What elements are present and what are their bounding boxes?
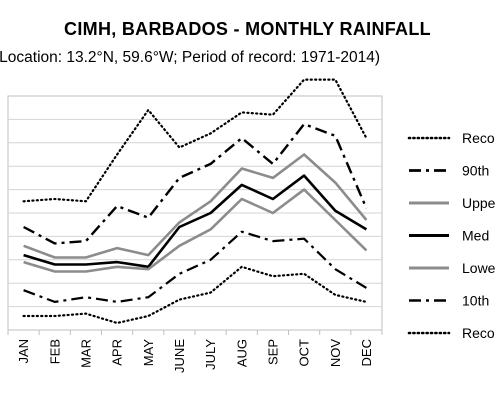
legend-label: 90th: [462, 163, 489, 179]
series-line-4: [23, 174, 368, 269]
legend-label: Uppe: [462, 195, 495, 211]
series-line-6: [23, 230, 367, 303]
x-tick-label: NOV: [328, 339, 343, 368]
legend-label: 10th: [462, 293, 489, 309]
x-tick-label: MAY: [141, 339, 156, 367]
series-line-5: [23, 188, 368, 273]
x-tick-label: JAN: [16, 339, 31, 364]
legend-label: Reco: [462, 325, 495, 341]
chart-title: CIMH, BARBADOS - MONTHLY RAINFALL: [64, 19, 431, 39]
series-line-2: [23, 122, 368, 245]
series-line-7: [22, 265, 368, 325]
x-tick-label: DEC: [359, 339, 374, 366]
x-tick-label: OCT: [297, 339, 312, 367]
legend-label: Reco: [462, 130, 495, 146]
x-tick-label: MAR: [78, 339, 93, 368]
x-tick-label: SEP: [265, 339, 280, 365]
x-tick-label: APR: [110, 339, 125, 366]
legend-label: Med: [462, 228, 489, 244]
legend-label: Lowe: [462, 260, 495, 276]
x-tick-label: JUNE: [172, 339, 187, 373]
chart-subtitle: (Location: 13.2°N, 59.6°W; Period of rec…: [0, 49, 381, 66]
x-tick-label: FEB: [47, 339, 62, 364]
x-tick-label: AUG: [234, 339, 249, 367]
series-line-3: [23, 153, 368, 259]
series-line-1: [22, 78, 368, 203]
x-tick-label: JULY: [203, 339, 218, 370]
